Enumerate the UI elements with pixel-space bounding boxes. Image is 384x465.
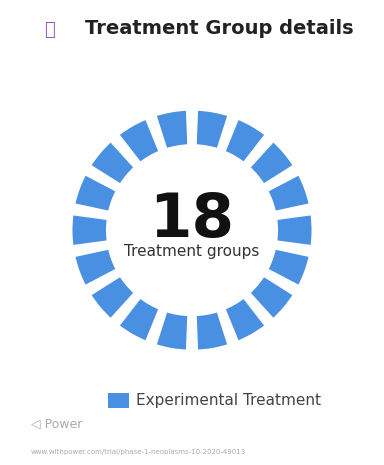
Wedge shape <box>249 141 294 185</box>
Wedge shape <box>276 214 313 246</box>
Wedge shape <box>71 214 108 246</box>
Wedge shape <box>74 248 117 286</box>
Wedge shape <box>224 118 266 163</box>
Wedge shape <box>267 248 310 286</box>
Text: Experimental Treatment: Experimental Treatment <box>136 393 321 408</box>
Wedge shape <box>74 174 117 212</box>
Text: 18: 18 <box>149 191 235 250</box>
Wedge shape <box>90 275 135 319</box>
Text: www.withpower.com/trial/phase-1-neoplasms-10-2020-49013: www.withpower.com/trial/phase-1-neoplasm… <box>31 449 246 455</box>
Wedge shape <box>155 311 189 351</box>
Text: ◁ Power: ◁ Power <box>31 418 82 431</box>
Wedge shape <box>224 297 266 342</box>
Wedge shape <box>195 109 229 150</box>
Wedge shape <box>90 141 135 185</box>
Text: 👥: 👥 <box>45 21 55 39</box>
Wedge shape <box>249 275 294 319</box>
Wedge shape <box>155 109 189 150</box>
Text: Treatment groups: Treatment groups <box>124 245 260 259</box>
Wedge shape <box>267 174 310 212</box>
Wedge shape <box>118 118 160 163</box>
Wedge shape <box>195 311 229 351</box>
Text: Treatment Group details: Treatment Group details <box>84 20 353 38</box>
Wedge shape <box>118 297 160 342</box>
